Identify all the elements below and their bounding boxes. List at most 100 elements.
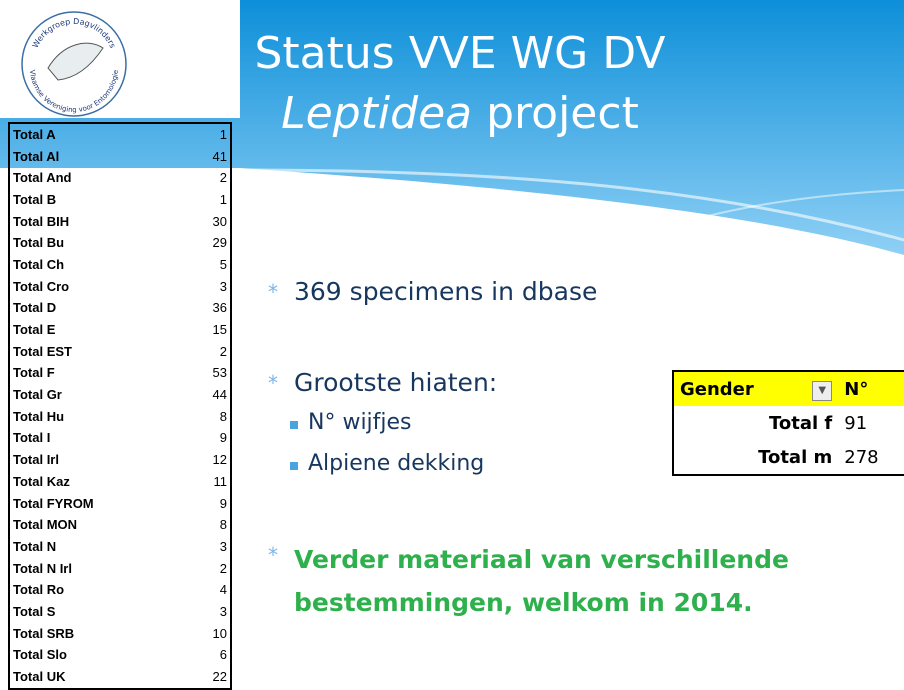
bullet: 369 specimens in dbase [294, 277, 597, 306]
row-value: 12 [187, 449, 231, 471]
row-label: Total Gr [9, 384, 187, 406]
row-value: 2 [187, 558, 231, 580]
title-rest: project [486, 88, 639, 139]
row-label: Total F [9, 363, 187, 385]
row-label: Total f [673, 406, 838, 440]
row-value: 53 [187, 363, 231, 385]
row-value: 2 [187, 167, 231, 189]
row-value: 15 [187, 319, 231, 341]
sub-bullet: Alpiene dekking [308, 451, 484, 476]
header-cell: N° [838, 371, 904, 406]
row-label: Total Al [9, 146, 187, 168]
row-label: Total m [673, 440, 838, 475]
row-label: Total Ro [9, 579, 187, 601]
row-value: 6 [187, 645, 231, 667]
dropdown-button[interactable]: ▼ [812, 381, 832, 401]
row-label: Total MON [9, 514, 187, 536]
row-label: Total N Irl [9, 558, 187, 580]
slide: Werkgroep Dagvlinders Vlaamse Vereniging… [0, 0, 904, 688]
row-value: 9 [187, 493, 231, 515]
row-value: 8 [187, 406, 231, 428]
title: Status VVE WG DV [160, 28, 760, 79]
row-value: 1 [187, 189, 231, 211]
row-value: 3 [187, 536, 231, 558]
row-value: 11 [187, 471, 231, 493]
row-label: Total FYROM [9, 493, 187, 515]
row-label: Total SRB [9, 623, 187, 645]
row-value: 3 [187, 601, 231, 623]
row-label: Total I [9, 428, 187, 450]
sub-bullet: N° wijfjes [308, 410, 412, 435]
bullet-highlight: Verder materiaal van verschillende beste… [294, 538, 804, 624]
row-value: 4 [187, 579, 231, 601]
logo: Werkgroep Dagvlinders Vlaamse Vereniging… [18, 8, 130, 120]
row-value: 278 [838, 440, 904, 475]
row-value: 29 [187, 232, 231, 254]
row-label: Total Hu [9, 406, 187, 428]
row-value: 10 [187, 623, 231, 645]
title: Leptidea project [160, 88, 760, 139]
row-value: 1 [187, 123, 231, 146]
row-value: 9 [187, 428, 231, 450]
row-label: Total N [9, 536, 187, 558]
row-label: Total Slo [9, 645, 187, 667]
row-value: 41 [187, 146, 231, 168]
bullet: Grootste hiaten: [294, 368, 497, 397]
row-value: 30 [187, 211, 231, 233]
row-value: 3 [187, 276, 231, 298]
row-value: 2 [187, 341, 231, 363]
row-label: Total B [9, 189, 187, 211]
row-label: Total BIH [9, 211, 187, 233]
row-label: Total Irl [9, 449, 187, 471]
row-label: Total Kaz [9, 471, 187, 493]
row-label: Total UK [9, 666, 187, 689]
row-value: 36 [187, 298, 231, 320]
row-value: 44 [187, 384, 231, 406]
row-value: 91 [838, 406, 904, 440]
row-label: Total E [9, 319, 187, 341]
row-value: 8 [187, 514, 231, 536]
row-value: 22 [187, 666, 231, 689]
row-label: Total D [9, 298, 187, 320]
row-label: Total Cro [9, 276, 187, 298]
row-label: Total Ch [9, 254, 187, 276]
row-label: Total A [9, 123, 187, 146]
row-label: Total Bu [9, 232, 187, 254]
row-label: Total EST [9, 341, 187, 363]
row-value: 5 [187, 254, 231, 276]
row-label: Total S [9, 601, 187, 623]
row-label: Total And [9, 167, 187, 189]
title-italic: Leptidea [281, 88, 472, 139]
header-cell: Gender [673, 371, 806, 406]
